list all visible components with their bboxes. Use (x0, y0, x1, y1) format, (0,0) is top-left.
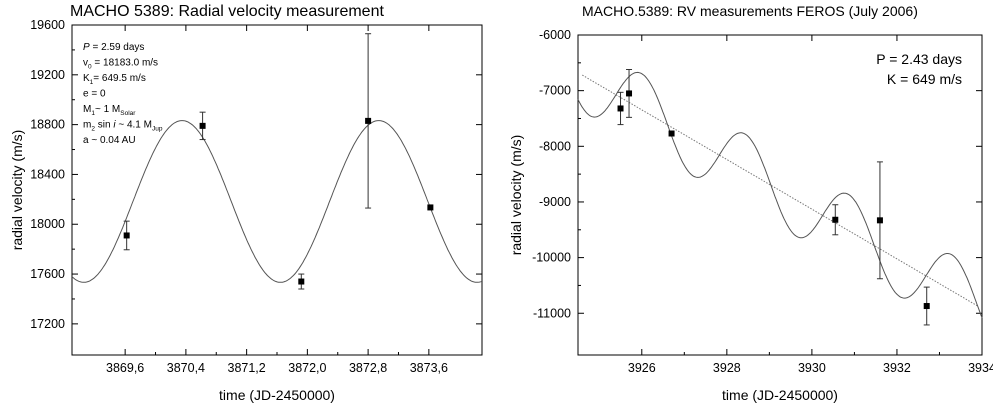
annotation-text: i (113, 120, 116, 131)
x-tick-label: 3873,6 (410, 361, 448, 375)
chart-right-annotation-period: P = 2.43 days (876, 51, 962, 67)
chart-right-axes: 3926 3928 3930 3932 3934 -11000 -10000 -9000 -80… (532, 28, 993, 375)
x-tick-label: 3932 (883, 361, 911, 375)
annotation-line: K1= 649.5 m/s (83, 73, 146, 86)
annotation-subscript: 0 (88, 64, 92, 71)
annotation-text: sin (95, 120, 113, 131)
y-tick-label: -11000 (533, 306, 571, 320)
y-tick-label: 18800 (30, 118, 65, 132)
chart-left-axes: 3869,6 3870,4 3871,2 3872,0 3872,8 3873,6 1720… (30, 18, 482, 375)
chart-left-title: MACHO 5389: Radial velocity measurement (70, 3, 384, 20)
annotation-subscript: Jup (152, 126, 163, 133)
x-tick-label: 3928 (713, 361, 741, 375)
y-tick-label: 19200 (30, 68, 65, 82)
data-point (123, 232, 130, 239)
chart-left-data-points (123, 33, 434, 290)
y-tick-label: 17200 (30, 317, 65, 331)
chart-right-x-axis-label: time (JD-2450000) (722, 387, 838, 403)
chart-right-model-curve (577, 71, 983, 319)
data-point (427, 204, 434, 211)
annotation-text: P (83, 42, 90, 53)
chart-left-x-axis-label: time (JD-2450000) (219, 387, 335, 403)
data-point (668, 130, 675, 137)
annotation-text: M (83, 104, 91, 115)
annotation-line: M1~ 1 MSolar (83, 104, 136, 117)
data-point (617, 105, 624, 112)
y-tick-label: 18000 (30, 217, 65, 231)
x-tick-label: 3871,2 (228, 361, 266, 375)
annotation-subscript: 1 (90, 79, 94, 86)
data-point (876, 217, 883, 224)
annotation-subscript: 1 (91, 110, 95, 117)
annotation-text: = 649.5 m/s (93, 73, 146, 84)
x-tick-label: 3872,0 (288, 361, 326, 375)
chart-right-plot-area (577, 34, 983, 356)
annotation-text: ~ 1 M (95, 104, 120, 115)
x-tick-label: 3869,6 (106, 361, 144, 375)
chart-right-annotation-amplitude: K = 649 m/s (887, 71, 962, 87)
annotation-text: v (83, 58, 88, 69)
annotation-text: K (83, 73, 90, 84)
chart-right-title: MACHO.5389: RV measurements FEROS (July … (582, 3, 918, 19)
data-point (923, 303, 930, 310)
x-tick-label: 3926 (628, 361, 656, 375)
data-point (832, 216, 839, 223)
chart-right: MACHO.5389: RV measurements FEROS (July … (508, 3, 993, 403)
chart-left: MACHO 5389: Radial velocity measurement … (9, 3, 483, 403)
x-tick-label: 3934 (968, 361, 993, 375)
chart-left-y-axis-label: radial velocity (m/s) (9, 130, 25, 251)
chart-right-trend-line (582, 74, 978, 307)
data-point (298, 278, 305, 285)
chart-left-model-curve (71, 120, 483, 283)
annotation-subscript: 2 (91, 126, 95, 133)
x-tick-label: 3872,8 (349, 361, 387, 375)
y-tick-label: 17600 (30, 267, 65, 281)
chart-right-y-axis-label: radial velocity (m/s) (508, 135, 524, 256)
y-tick-label: 19600 (30, 18, 65, 32)
y-tick-label: -6000 (539, 28, 571, 42)
annotation-text: e = 0 (83, 89, 106, 100)
x-tick-label: 3930 (798, 361, 826, 375)
annotation-text: ~ 4.1 M (116, 120, 152, 131)
annotation-text: = 2.59 days (90, 42, 145, 53)
annotation-line: m2 sin i ~ 4.1 MJup (83, 120, 163, 133)
annotation-line: P = 2.59 days (83, 42, 144, 53)
data-point (199, 122, 206, 129)
y-tick-label: -7000 (539, 84, 571, 98)
data-point (626, 90, 633, 97)
annotation-line: v0 = 18183.0 m/s (83, 58, 158, 71)
data-point (365, 117, 372, 124)
y-tick-label: 18400 (30, 167, 65, 181)
annotation-line: a ~ 0.04 AU (83, 135, 136, 146)
annotation-text: m (83, 120, 91, 131)
annotation-subscript: Solar (120, 110, 136, 117)
y-tick-label: -10000 (532, 251, 571, 265)
annotation-text: = 18183.0 m/s (92, 58, 158, 69)
chart-right-data-points (617, 69, 930, 326)
y-tick-label: -9000 (539, 195, 571, 209)
y-tick-label: -8000 (539, 139, 571, 153)
x-tick-label: 3870,4 (167, 361, 205, 375)
annotation-line: e = 0 (83, 89, 106, 100)
annotation-text: a ~ 0.04 AU (83, 135, 136, 146)
